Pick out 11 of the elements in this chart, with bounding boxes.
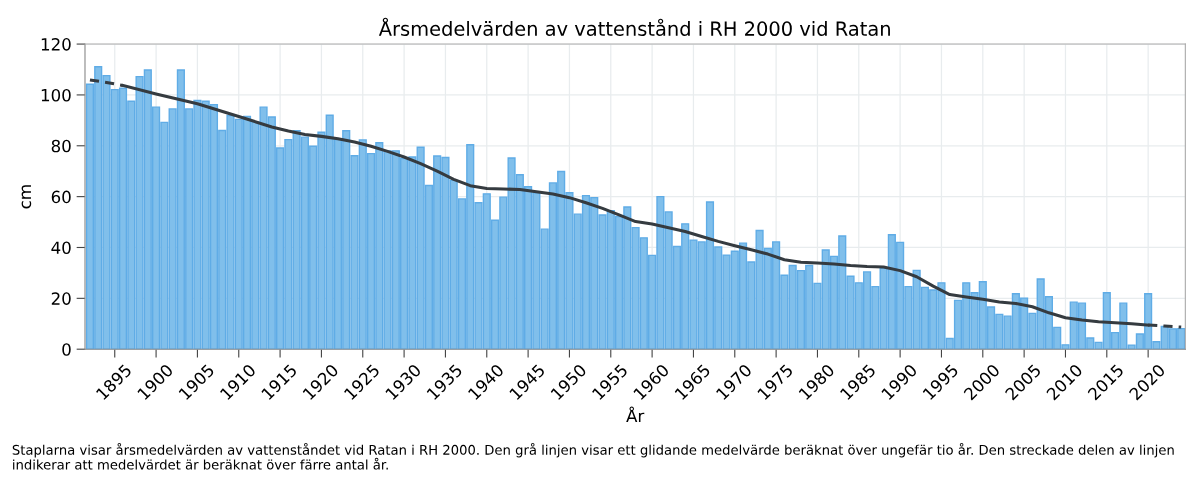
y-tick-label: 120 — [41, 38, 71, 51]
y-tick-label: 60 — [51, 190, 71, 204]
y-tick-label: 100 — [41, 88, 71, 102]
y-tick-label: 80 — [51, 139, 71, 153]
chart-title: Årsmedelvärden av vattenstånd i RH 2000 vid Ratan — [378, 17, 890, 37]
x-axis-title: År — [626, 406, 645, 422]
y-tick-label: 0 — [62, 343, 71, 356]
y-tick-label: 40 — [51, 241, 71, 255]
y-tick-label: 20 — [51, 292, 71, 305]
text: Staplarna visar årsmedelvärden av vattenståndet vid Ratan i RH 2000. Den grå linjen visar ett glidande medelvärde beräknat över ungefär tio år. Den streckade delen av linjen indikerar att medelvärdet är beräknat över färre antal år. — [12, 443, 1174, 470]
y-axis-title: cm — [21, 185, 32, 209]
